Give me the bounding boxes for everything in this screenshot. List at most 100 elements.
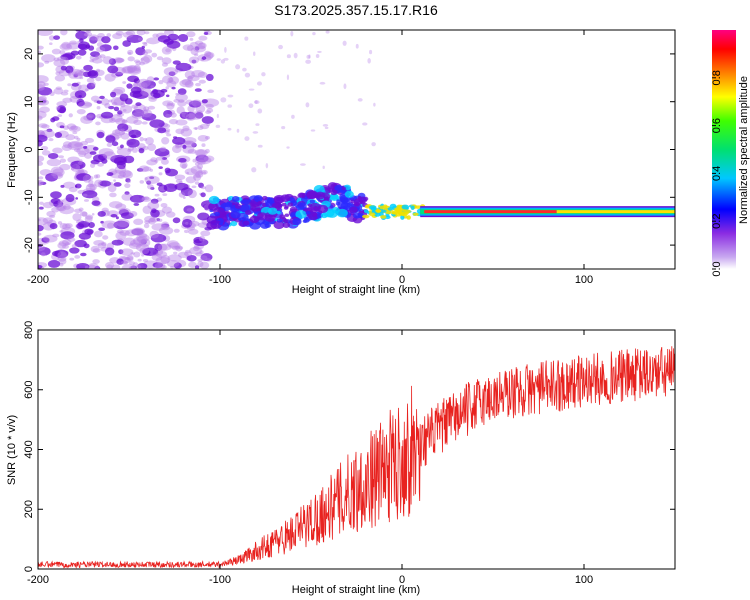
noise-blob	[106, 222, 115, 229]
noise-blob	[55, 105, 61, 111]
noise-blob	[133, 64, 141, 72]
noise-blob	[53, 35, 61, 40]
noise-blob	[52, 233, 60, 238]
noise-blob	[49, 214, 56, 219]
noise-blob	[97, 162, 104, 167]
noise-blob	[116, 229, 124, 234]
noise-blob	[113, 220, 130, 230]
signal-blob	[412, 212, 419, 216]
noise-blob	[175, 128, 185, 135]
signal-blob	[280, 194, 291, 202]
noise-blob	[88, 179, 94, 185]
noise-blob	[57, 221, 63, 225]
noise-blob	[192, 45, 206, 53]
noise-blob	[200, 186, 207, 190]
noise-blob	[197, 163, 204, 170]
noise-blob	[257, 108, 263, 114]
noise-blob	[165, 211, 176, 218]
noise-blob	[96, 42, 103, 47]
noise-blob	[122, 66, 134, 74]
snr-panel: -200 -100 0 100 0 200 400 600 800 Height of str…	[6, 321, 676, 596]
noise-blob	[38, 95, 47, 102]
noise-blob	[192, 158, 197, 163]
signal-blob	[329, 193, 340, 201]
noise-blob	[38, 50, 42, 54]
noise-blob	[160, 255, 171, 264]
noise-blob	[183, 137, 197, 145]
noise-blob	[84, 31, 93, 37]
noise-blob	[67, 72, 72, 76]
noise-blob	[86, 82, 96, 90]
noise-blob	[41, 150, 51, 156]
noise-blob	[73, 72, 79, 76]
noise-blob	[68, 125, 81, 133]
noise-blob	[172, 137, 186, 145]
signal-blob	[334, 184, 343, 192]
noise-blob	[67, 141, 84, 151]
noise-blob	[38, 218, 41, 222]
noise-blob	[141, 196, 147, 200]
noise-blob	[59, 158, 67, 163]
noise-blob	[85, 183, 96, 193]
noise-blob	[236, 128, 240, 133]
noise-blob	[186, 254, 197, 262]
noise-blob	[66, 123, 77, 130]
noise-blob	[157, 218, 163, 222]
noise-blob	[200, 192, 206, 198]
noise-blob	[121, 128, 125, 131]
noise-blob	[56, 101, 68, 108]
noise-blob	[174, 182, 189, 191]
noise-blob	[60, 30, 68, 36]
noise-blob	[185, 113, 197, 121]
noise-blob	[195, 82, 201, 87]
noise-blob	[160, 88, 168, 93]
noise-blob	[86, 77, 95, 83]
noise-blob	[186, 31, 196, 38]
signal-blob	[230, 210, 241, 219]
noise-blob	[203, 30, 210, 33]
noise-blob	[75, 31, 88, 40]
noise-blob	[45, 172, 58, 182]
noise-blob	[64, 242, 71, 246]
noise-blob	[175, 93, 188, 102]
noise-blob	[141, 253, 145, 257]
signal-blob	[249, 215, 260, 224]
noise-blob	[63, 89, 69, 93]
noise-blob	[76, 147, 90, 155]
noise-blob	[166, 80, 177, 88]
signal-blob	[305, 210, 311, 215]
noise-blob	[227, 104, 233, 108]
noise-blob	[254, 100, 260, 105]
noise-blob	[59, 50, 66, 55]
noise-blob	[95, 121, 101, 126]
noise-blob	[167, 77, 174, 83]
noise-blob	[242, 67, 247, 72]
noise-blob	[199, 261, 210, 269]
noise-blob	[194, 265, 200, 269]
noise-blob	[128, 261, 136, 266]
noise-blob	[143, 42, 148, 47]
noise-blob	[83, 33, 90, 37]
signal-blob	[382, 204, 388, 209]
noise-blob	[38, 155, 45, 162]
noise-blob	[135, 47, 146, 56]
noise-blob	[141, 113, 157, 121]
noise-blob	[110, 91, 117, 98]
noise-blob	[371, 142, 376, 147]
noise-blob	[261, 72, 266, 77]
noise-blob	[78, 168, 85, 174]
signal-blob	[284, 213, 290, 217]
noise-blob	[120, 260, 128, 265]
noise-blob	[203, 31, 209, 35]
noise-blob	[193, 127, 198, 130]
noise-blob	[198, 235, 206, 242]
spectrogram-x-tick-label: 0	[399, 274, 405, 286]
noise-blob	[126, 116, 139, 124]
noise-blob	[163, 38, 174, 45]
noise-blob	[168, 242, 181, 249]
noise-blob	[62, 141, 72, 149]
signal-blob	[250, 203, 261, 212]
signal-blob	[306, 190, 318, 200]
snr-x-tick-label: -100	[209, 574, 231, 586]
noise-blob	[162, 100, 174, 107]
